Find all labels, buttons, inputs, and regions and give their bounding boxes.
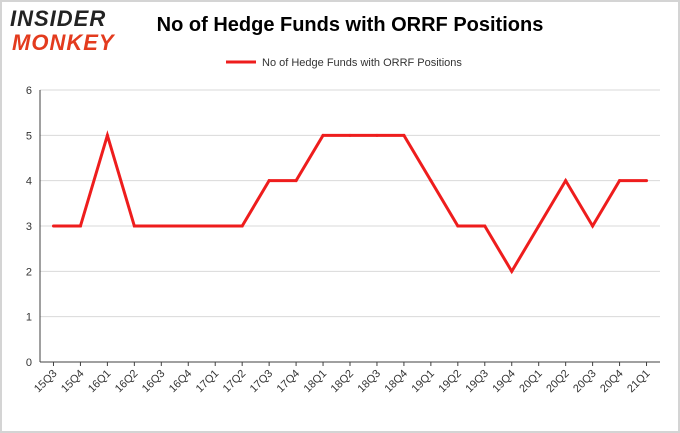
x-tick-label: 17Q1 — [194, 368, 222, 396]
legend-label: No of Hedge Funds with ORRF Positions — [262, 57, 462, 69]
data-point — [240, 224, 244, 228]
x-tick-label: 20Q2 — [544, 368, 572, 396]
data-point — [132, 224, 136, 228]
data-point — [618, 179, 622, 183]
y-tick-label: 3 — [26, 221, 32, 233]
data-point — [402, 133, 406, 137]
y-tick-label: 5 — [26, 130, 32, 142]
x-tick-label: 15Q4 — [59, 368, 87, 396]
y-tick-label: 4 — [26, 176, 32, 188]
data-point — [78, 224, 82, 228]
x-tick-label: 16Q3 — [140, 368, 168, 396]
x-tick-label: 17Q3 — [248, 368, 276, 396]
data-point — [294, 179, 298, 183]
insider-monkey-logo: INSIDER MONKEY — [10, 6, 126, 56]
data-point — [267, 179, 271, 183]
data-point — [321, 133, 325, 137]
data-point — [375, 133, 379, 137]
x-tick-label: 17Q2 — [221, 368, 249, 396]
x-tick-label: 18Q4 — [383, 368, 411, 396]
x-tick-label: 20Q1 — [517, 368, 545, 396]
data-point — [591, 224, 595, 228]
data-point — [510, 269, 514, 273]
data-point — [159, 224, 163, 228]
data-point — [348, 133, 352, 137]
x-tick-label: 18Q3 — [356, 368, 384, 396]
logo-text-monkey: MONKEY — [12, 30, 115, 55]
data-point — [456, 224, 460, 228]
x-tick-label: 19Q4 — [490, 368, 518, 396]
x-tick-label: 20Q3 — [571, 368, 599, 396]
data-point — [483, 224, 487, 228]
data-point — [186, 224, 190, 228]
x-tick-label: 18Q1 — [302, 368, 330, 396]
x-tick-label: 15Q3 — [32, 368, 60, 396]
y-tick-label: 6 — [26, 85, 32, 97]
data-point — [645, 179, 649, 183]
x-tick-label: 19Q3 — [463, 368, 491, 396]
y-tick-label: 0 — [26, 357, 32, 369]
y-tick-label: 1 — [26, 312, 32, 324]
x-tick-label: 16Q1 — [86, 368, 114, 396]
data-point — [429, 179, 433, 183]
x-tick-label: 21Q1 — [625, 368, 653, 396]
x-tick-label: 16Q4 — [167, 368, 195, 396]
data-point — [213, 224, 217, 228]
data-point — [564, 179, 568, 183]
x-tick-label: 16Q2 — [113, 368, 141, 396]
chart-title: No of Hedge Funds with ORRF Positions — [156, 14, 544, 36]
logo-text-insider: INSIDER — [10, 6, 107, 31]
data-point — [537, 224, 541, 228]
x-tick-label: 19Q1 — [409, 368, 437, 396]
data-point — [51, 224, 55, 228]
x-tick-label: 19Q2 — [436, 368, 464, 396]
series-line — [53, 130, 647, 275]
y-tick-label: 2 — [26, 266, 32, 278]
x-tick-label: 20Q4 — [598, 368, 626, 396]
data-point — [105, 133, 109, 137]
x-tick-label: 17Q4 — [275, 368, 303, 396]
x-tick-label: 18Q2 — [329, 368, 357, 396]
